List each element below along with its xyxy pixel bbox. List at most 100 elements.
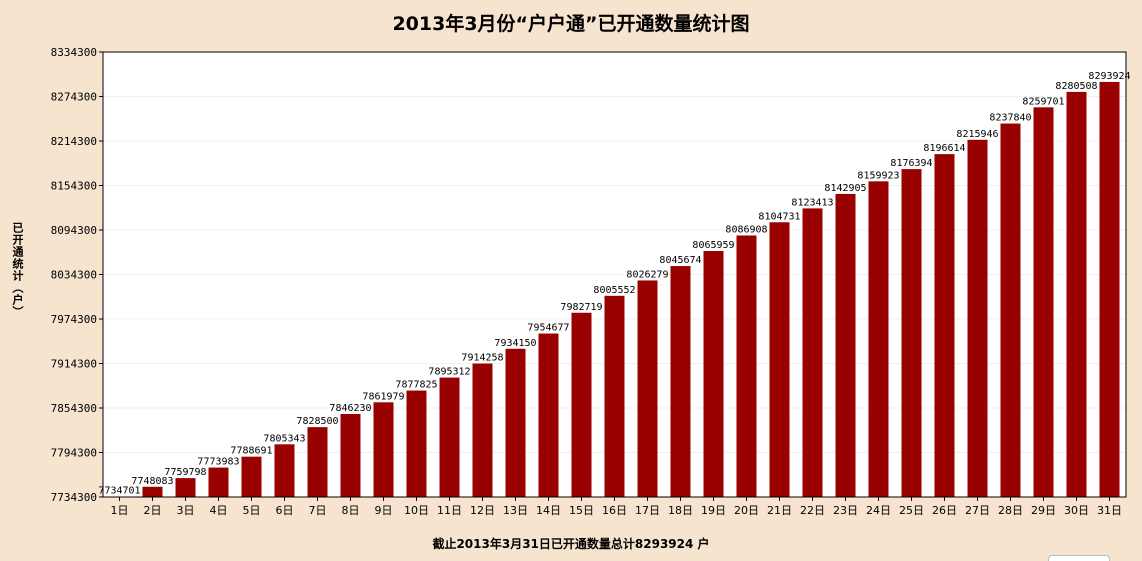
bar <box>703 251 724 497</box>
x-tick-label: 23日 <box>833 504 858 517</box>
bar <box>142 486 163 497</box>
x-axis-label: 截止2013年3月31日已开通数量总计8293924 户 <box>432 537 710 551</box>
x-tick-label: 11日 <box>437 504 462 517</box>
data-label: 8123413 <box>791 197 833 208</box>
y-tick-label: 8214300 <box>51 135 97 148</box>
bar <box>373 402 394 497</box>
bar <box>637 280 658 497</box>
x-tick-label: 31日 <box>1097 504 1122 517</box>
bar <box>967 139 988 497</box>
data-label: 7773983 <box>197 457 239 468</box>
x-tick-label: 29日 <box>1031 504 1056 517</box>
data-label: 8026279 <box>626 269 668 280</box>
y-tick-label: 7734300 <box>51 491 97 504</box>
x-tick-label: 27日 <box>965 504 990 517</box>
bar <box>802 208 823 498</box>
y-tick-label: 8154300 <box>51 180 97 193</box>
y-tick-label: 8274300 <box>51 91 97 104</box>
y-tick-label: 7854300 <box>51 402 97 415</box>
bar <box>307 427 328 497</box>
y-tick-label: 7794300 <box>51 447 97 460</box>
x-tick-label: 22日 <box>800 504 825 517</box>
bar <box>1066 91 1087 497</box>
bar <box>670 266 691 497</box>
data-label: 8215946 <box>956 129 998 140</box>
data-label: 8045674 <box>659 255 701 266</box>
bar <box>835 193 856 497</box>
data-label: 8159923 <box>857 170 899 181</box>
data-label: 7734701 <box>98 486 140 497</box>
bar <box>1033 107 1054 498</box>
data-label: 7982719 <box>560 302 602 313</box>
bar <box>538 333 559 497</box>
data-label: 7861979 <box>362 391 404 402</box>
data-label: 7846230 <box>329 403 371 414</box>
data-label: 8196614 <box>923 143 965 154</box>
data-label: 7805343 <box>263 433 305 444</box>
x-tick-label: 13日 <box>503 504 528 517</box>
x-tick-label: 3日 <box>177 504 195 517</box>
x-tick-label: 25日 <box>899 504 924 517</box>
data-label: 7759798 <box>164 467 206 478</box>
y-tick-label: 7974300 <box>51 313 97 326</box>
x-tick-label: 8日 <box>342 504 360 517</box>
data-label: 8176394 <box>890 158 932 169</box>
data-label: 7828500 <box>296 416 338 427</box>
bar <box>340 413 361 497</box>
x-tick-label: 14日 <box>536 504 561 517</box>
x-tick-label: 30日 <box>1064 504 1089 517</box>
x-tick-label: 2日 <box>144 504 162 517</box>
bar <box>604 295 625 497</box>
bar <box>1099 81 1120 498</box>
x-tick-label: 7日 <box>309 504 327 517</box>
chart-title: 2013年3月份“户户通”已开通数量统计图 <box>392 13 750 35</box>
x-tick-label: 21日 <box>767 504 792 517</box>
x-tick-label: 6日 <box>276 504 294 517</box>
y-tick-label: 8034300 <box>51 269 97 282</box>
data-label: 7914258 <box>461 353 503 364</box>
data-label: 8259701 <box>1022 96 1064 107</box>
x-tick-label: 19日 <box>701 504 726 517</box>
x-tick-label: 5日 <box>243 504 261 517</box>
bar <box>868 181 889 498</box>
bar <box>274 444 295 497</box>
data-label: 8005552 <box>593 285 635 296</box>
data-label: 8104731 <box>758 211 800 222</box>
x-tick-label: 9日 <box>375 504 393 517</box>
bar <box>934 154 955 497</box>
bar <box>571 312 592 497</box>
x-tick-label: 15日 <box>569 504 594 517</box>
x-tick-label: 26日 <box>932 504 957 517</box>
x-tick-label: 4日 <box>210 504 228 517</box>
x-tick-label: 24日 <box>866 504 891 517</box>
data-label: 8293924 <box>1088 71 1130 82</box>
x-tick-label: 18日 <box>668 504 693 517</box>
bar <box>1000 123 1021 497</box>
bar <box>208 467 229 497</box>
x-tick-label: 20日 <box>734 504 759 517</box>
data-label: 8065959 <box>692 240 734 251</box>
x-tick-label: 12日 <box>470 504 495 517</box>
x-tick-label: 10日 <box>404 504 429 517</box>
bar <box>241 456 262 497</box>
scroll-handle[interactable] <box>1048 555 1110 561</box>
y-tick-label: 7914300 <box>51 358 97 371</box>
data-label: 7895312 <box>428 367 470 378</box>
data-label: 8086908 <box>725 224 767 235</box>
plot-frame <box>102 51 1127 498</box>
data-label: 7877825 <box>395 380 437 391</box>
bar <box>736 235 757 497</box>
data-label: 7788691 <box>230 446 272 457</box>
x-tick-label: 1日 <box>111 504 129 517</box>
bar <box>439 377 460 497</box>
data-label: 8280508 <box>1055 81 1097 92</box>
x-tick-label: 16日 <box>602 504 627 517</box>
data-label: 7934150 <box>494 338 536 349</box>
data-label: 8237840 <box>989 113 1031 124</box>
bar <box>472 363 493 497</box>
bar <box>769 222 790 497</box>
x-tick-label: 17日 <box>635 504 660 517</box>
y-axis-label: 已开通统计（户） <box>11 222 24 318</box>
